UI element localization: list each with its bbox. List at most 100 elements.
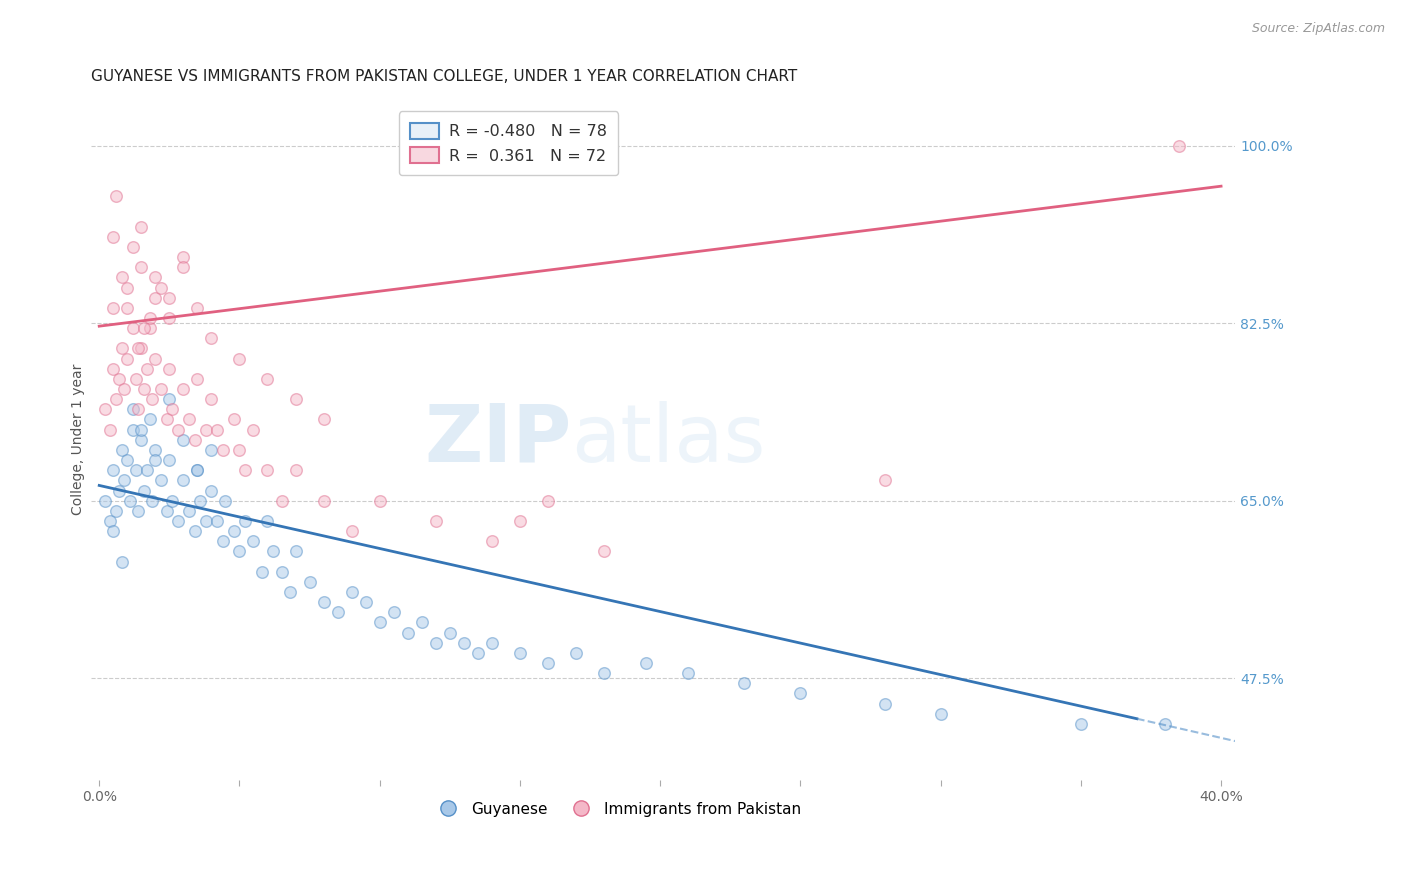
- Text: GUYANESE VS IMMIGRANTS FROM PAKISTAN COLLEGE, UNDER 1 YEAR CORRELATION CHART: GUYANESE VS IMMIGRANTS FROM PAKISTAN COL…: [91, 69, 797, 84]
- Point: [100, 423, 122, 437]
- Point: [149, 474, 172, 488]
- Legend: Guyanese, Immigrants from Pakistan: Guyanese, Immigrants from Pakistan: [427, 796, 807, 823]
- Point: [1154, 716, 1177, 731]
- Point: [211, 534, 233, 549]
- Point: [411, 615, 433, 630]
- Point: [138, 321, 160, 335]
- Point: [200, 442, 222, 457]
- Point: [141, 392, 163, 407]
- Point: [157, 311, 180, 326]
- Point: [172, 474, 194, 488]
- Point: [270, 493, 292, 508]
- Point: [103, 361, 125, 376]
- Point: [228, 351, 250, 366]
- Point: [256, 514, 278, 528]
- Text: atlas: atlas: [571, 401, 766, 479]
- Point: [103, 463, 125, 477]
- Point: [127, 342, 149, 356]
- Point: [228, 442, 250, 457]
- Point: [129, 219, 152, 234]
- Point: [214, 493, 236, 508]
- Point: [127, 402, 149, 417]
- Point: [143, 351, 166, 366]
- Point: [188, 493, 211, 508]
- Point: [284, 392, 307, 407]
- Point: [117, 280, 139, 294]
- Point: [186, 463, 208, 477]
- Point: [138, 311, 160, 326]
- Point: [354, 595, 377, 609]
- Point: [157, 291, 180, 305]
- Point: [149, 280, 172, 294]
- Point: [326, 605, 349, 619]
- Point: [121, 423, 143, 437]
- Point: [242, 534, 264, 549]
- Point: [166, 423, 188, 437]
- Point: [186, 372, 208, 386]
- Point: [312, 412, 335, 426]
- Text: Source: ZipAtlas.com: Source: ZipAtlas.com: [1251, 22, 1385, 36]
- Point: [284, 463, 307, 477]
- Point: [425, 635, 447, 649]
- Point: [242, 423, 264, 437]
- Point: [117, 351, 139, 366]
- Point: [425, 514, 447, 528]
- Point: [121, 321, 143, 335]
- Point: [149, 382, 172, 396]
- Point: [1168, 138, 1191, 153]
- Point: [676, 666, 699, 681]
- Point: [200, 392, 222, 407]
- Point: [284, 544, 307, 558]
- Point: [222, 412, 245, 426]
- Point: [108, 372, 131, 386]
- Point: [114, 382, 136, 396]
- Point: [103, 301, 125, 315]
- Point: [111, 554, 134, 568]
- Point: [270, 565, 292, 579]
- Point: [929, 706, 952, 721]
- Point: [172, 250, 194, 264]
- Point: [129, 260, 152, 275]
- Point: [127, 504, 149, 518]
- Point: [129, 423, 152, 437]
- Point: [250, 565, 273, 579]
- Point: [233, 514, 256, 528]
- Point: [368, 615, 391, 630]
- Point: [256, 372, 278, 386]
- Point: [103, 230, 125, 244]
- Point: [537, 656, 560, 670]
- Point: [111, 442, 134, 457]
- Point: [157, 453, 180, 467]
- Point: [103, 524, 125, 538]
- Point: [117, 301, 139, 315]
- Point: [114, 474, 136, 488]
- Point: [121, 402, 143, 417]
- Point: [105, 504, 128, 518]
- Point: [205, 514, 228, 528]
- Point: [222, 524, 245, 538]
- Point: [172, 382, 194, 396]
- Point: [205, 423, 228, 437]
- Point: [873, 474, 896, 488]
- Point: [172, 260, 194, 275]
- Point: [200, 483, 222, 498]
- Point: [1070, 716, 1092, 731]
- Point: [177, 504, 200, 518]
- Point: [183, 433, 205, 447]
- Point: [157, 392, 180, 407]
- Point: [368, 493, 391, 508]
- Point: [105, 189, 128, 203]
- Point: [143, 453, 166, 467]
- Point: [233, 463, 256, 477]
- Point: [100, 514, 122, 528]
- Point: [467, 646, 489, 660]
- Point: [186, 301, 208, 315]
- Point: [129, 433, 152, 447]
- Point: [211, 442, 233, 457]
- Point: [143, 442, 166, 457]
- Point: [108, 483, 131, 498]
- Point: [509, 646, 531, 660]
- Point: [481, 534, 503, 549]
- Point: [172, 433, 194, 447]
- Point: [166, 514, 188, 528]
